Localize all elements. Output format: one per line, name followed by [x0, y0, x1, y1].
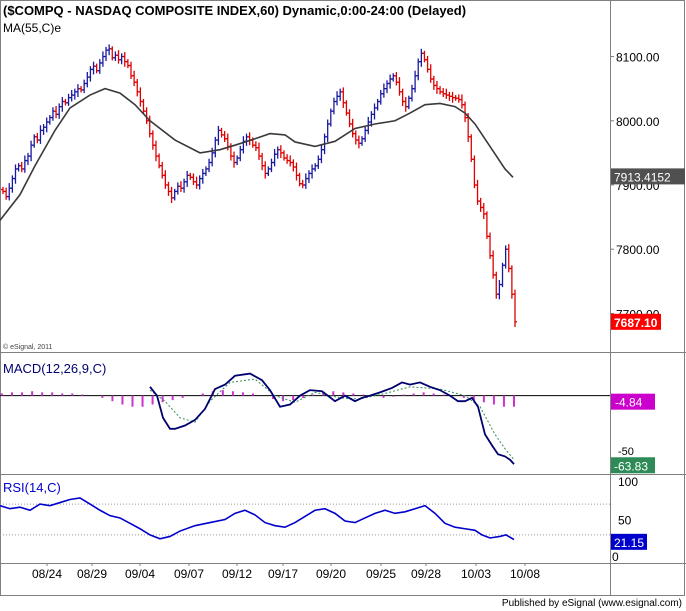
x-axis-label: 09/07 [174, 567, 204, 581]
last-price-badge [611, 313, 661, 330]
rsi-y-tick-label: 100 [618, 475, 638, 489]
last-price-label: 7687.10 [614, 316, 658, 330]
price-y-tick-label: 8100.00 [616, 51, 660, 65]
price-y-tick-label: 7800.00 [616, 243, 660, 257]
rsi-value-badge [611, 533, 647, 550]
macd-line [149, 372, 515, 465]
signal-value-badge [611, 457, 655, 474]
macd-value-label: -4.84 [615, 396, 643, 410]
copyright-note: © eSignal, 2011 [3, 343, 53, 351]
chart-title: ($COMPQ - NASDAQ COMPOSITE INDEX,60) Dyn… [3, 3, 466, 18]
rsi-y-tick-label: 50 [618, 514, 632, 528]
x-axis-label: 09/20 [316, 567, 346, 581]
moving-average-line [0, 87, 514, 221]
macd-y-tick-label: -50 [618, 446, 634, 458]
x-axis-label: 08/29 [77, 567, 107, 581]
chart-frame [0, 0, 685, 596]
macd-value-badge [611, 393, 655, 410]
rsi-y-tick-label: 0 [612, 550, 619, 564]
rsi-line [0, 497, 515, 541]
x-axis-label: 09/25 [366, 567, 396, 581]
x-axis-label: 10/03 [461, 567, 491, 581]
x-axis-label: 09/28 [411, 567, 441, 581]
ma-value-badge [611, 168, 685, 185]
rsi-title: RSI(14,C) [3, 480, 61, 495]
ma-legend: MA(55,C)e [3, 21, 61, 35]
x-axis-label: 10/08 [510, 567, 540, 581]
ma-value-label: 7913.4152 [614, 170, 671, 184]
footer-credit: Published by eSignal (www.esignal.com) [502, 598, 682, 609]
x-axis-label: 09/17 [268, 567, 298, 581]
x-axis-label: 09/04 [125, 567, 155, 581]
x-axis-label: 08/24 [32, 567, 62, 581]
rsi-value-label: 21.15 [614, 536, 644, 550]
x-axis-label: 09/12 [222, 567, 252, 581]
price-y-tick-label: 8000.00 [616, 115, 660, 129]
macd-title: MACD(12,26,9,C) [3, 361, 106, 376]
signal-value-label: -63.83 [614, 459, 648, 473]
